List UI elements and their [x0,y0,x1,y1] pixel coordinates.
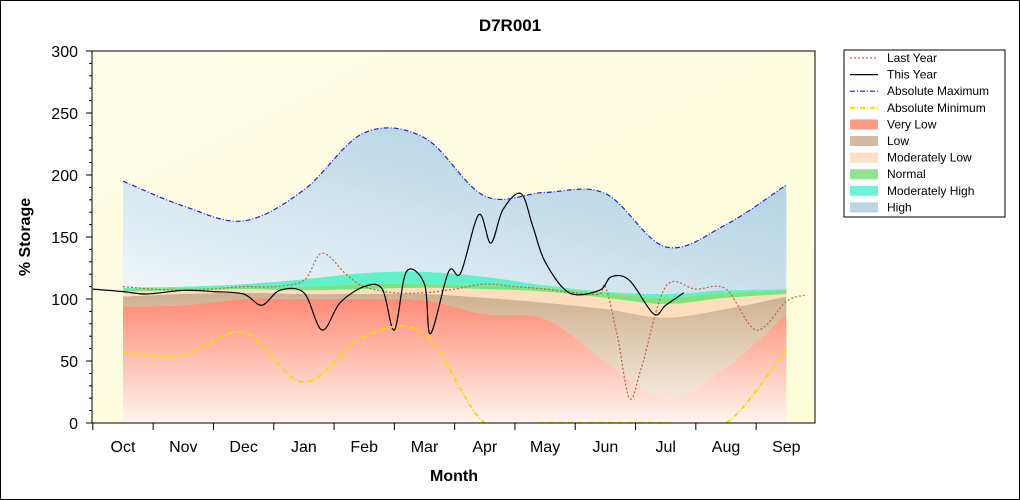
x-tick-label: Sep [772,439,801,456]
legend-label: Moderately High [887,184,974,198]
x-tick-label: Oct [111,439,136,456]
band-moderately-low [123,287,787,318]
axes-layer: 0 50 100 150 200 250 300 Oct Nov Dec Jan Feb Mar Apr M… [51,44,815,456]
y-tick-label: 200 [51,168,78,185]
y-axis-title: % Storage [17,198,34,276]
chart-title: D7R001 [479,16,541,35]
x-tick-label: Feb [350,439,378,456]
legend-symbol [850,185,878,196]
x-axis-title: Month [430,468,478,485]
y-tick-label: 150 [51,230,78,247]
legend-label: Absolute Minimum [887,101,986,115]
x-tick-label: Jun [593,439,619,456]
legend-symbol [850,152,878,163]
y-tick-label: 100 [51,292,78,309]
series-absolute-maximum [122,127,787,249]
y-tick-label: 300 [51,44,78,61]
legend-label: High [887,200,912,214]
band-high [123,127,787,295]
x-tick-label: Apr [472,439,498,456]
band-very-low [123,298,787,423]
x-tick-label: Nov [169,439,197,456]
y-tick-label: 50 [60,354,78,371]
band-moderately-high [123,271,787,298]
band-low [123,292,787,399]
legend-symbol [850,136,878,146]
legend-label: Absolute Maximum [887,84,989,98]
legend: Last Year This Year Absolute Maximum Absolu… [843,49,1006,218]
legend-label: Moderately Low [887,151,972,165]
x-tick-label: Jan [291,439,317,456]
legend-symbol [850,202,878,213]
series-last-year [122,252,805,400]
legend-symbol [850,169,878,180]
series-this-year [92,192,685,335]
y-tick-label: 250 [51,106,78,123]
legend-label: This Year [887,68,937,82]
x-tick-label: Jul [655,439,675,456]
x-tick-label: Dec [229,439,257,456]
x-tick-label: May [530,439,560,456]
legend-label: Low [887,134,909,148]
x-tick-label: Aug [712,439,740,456]
series-layer [92,127,805,423]
y-tick-label: 0 [69,416,78,433]
legend-label: Normal [887,167,926,181]
legend-label: Last Year [887,51,937,65]
x-tick-label: Mar [411,439,439,456]
legend-label: Very Low [887,117,937,131]
legend-symbol [850,119,878,130]
